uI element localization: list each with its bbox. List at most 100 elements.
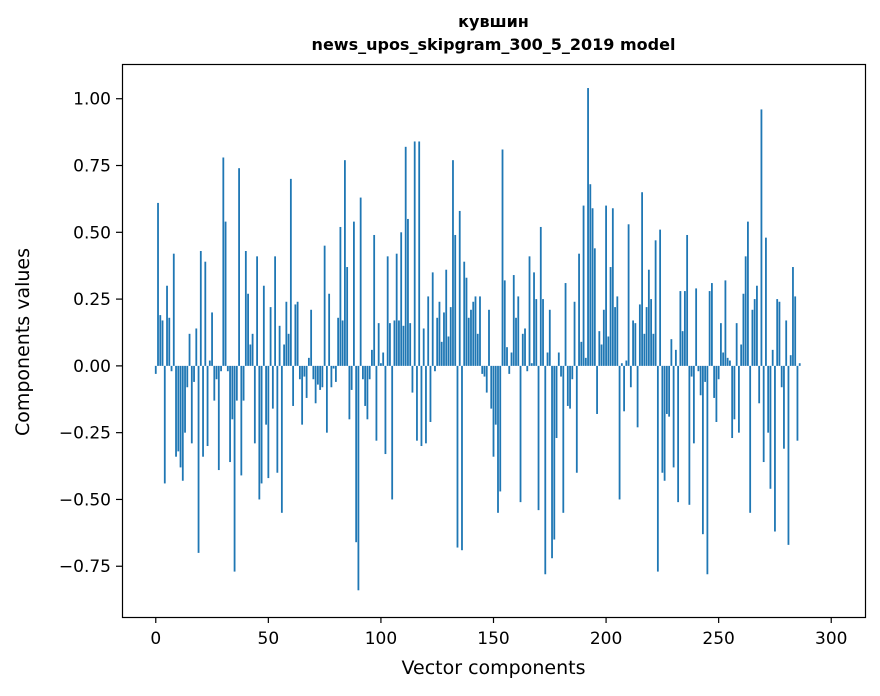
bar [521,333,524,366]
bar [170,365,173,372]
bar [566,365,569,406]
bar [362,365,364,380]
bar [663,365,666,481]
bar [224,221,227,366]
bar [231,365,234,420]
bar [665,365,668,414]
bar [321,365,324,388]
bar [188,333,191,366]
bar [647,269,650,366]
bar [783,365,785,449]
x-tick-label: 150 [477,629,509,649]
bar [645,307,648,366]
bar [654,240,657,366]
x-tick-label: 100 [365,629,397,649]
bar [404,146,407,366]
bar [659,229,662,366]
bar [168,317,171,366]
bar [729,360,731,366]
bar [681,331,684,366]
bar [262,285,265,366]
chart-title-line2: news_upos_skipgram_300_5_2019 model [311,35,676,54]
bar [546,352,549,366]
bar [539,226,542,366]
bar [195,328,198,366]
bar [472,301,475,366]
bar [765,237,767,366]
bar [274,256,276,366]
bar [508,365,511,374]
bar [269,307,272,366]
bar [708,291,711,366]
bar [618,365,621,500]
bar [656,365,659,572]
bar [638,304,641,366]
bar [722,352,725,366]
bar [384,365,387,455]
bar [229,365,231,463]
bar [166,285,168,366]
bar [796,365,799,441]
bar [674,349,677,366]
bar [769,365,772,489]
bar [661,365,664,473]
bar [357,365,360,591]
bar [386,256,389,366]
y-tick-label: −0.75 [59,557,111,577]
bar [427,296,430,366]
bar [738,365,740,433]
bar [479,296,481,366]
bar [206,365,209,447]
bar [774,365,776,532]
bar [204,261,207,366]
bar [222,157,225,366]
bar [418,141,421,366]
bar [688,365,691,505]
bar [641,192,643,366]
bar [334,365,337,382]
bar [157,202,159,366]
bar [391,365,394,500]
bar [578,253,580,366]
bar [375,365,378,441]
x-tick-label: 300 [815,629,847,649]
bar [616,296,619,366]
bar [753,299,756,366]
bar [256,256,258,366]
x-tick-label: 50 [258,629,280,649]
bar [557,352,560,366]
bar [602,309,605,366]
bar [371,349,373,366]
bar [701,365,704,535]
bar [454,234,457,366]
bar [501,149,504,366]
bar [609,267,612,366]
bar [271,365,274,409]
bar [611,208,614,366]
bar [294,304,297,366]
bar [211,312,213,366]
bar [425,365,427,444]
bar [485,365,488,393]
bar [789,355,792,366]
bar [247,293,249,366]
y-tick-label: 0.25 [73,290,111,310]
bar [348,365,351,420]
y-tick-label: −0.25 [59,424,111,444]
y-tick-label: 0.00 [73,357,111,377]
bar [307,357,310,366]
bar [249,344,252,366]
bar [571,365,574,380]
bar [575,365,578,473]
bar [409,323,412,366]
bar [740,344,743,366]
bar [253,365,256,444]
bar [443,312,445,366]
bar [607,336,610,366]
bar [319,365,322,390]
bar [184,365,186,433]
bar [564,283,567,366]
bar [310,309,313,366]
